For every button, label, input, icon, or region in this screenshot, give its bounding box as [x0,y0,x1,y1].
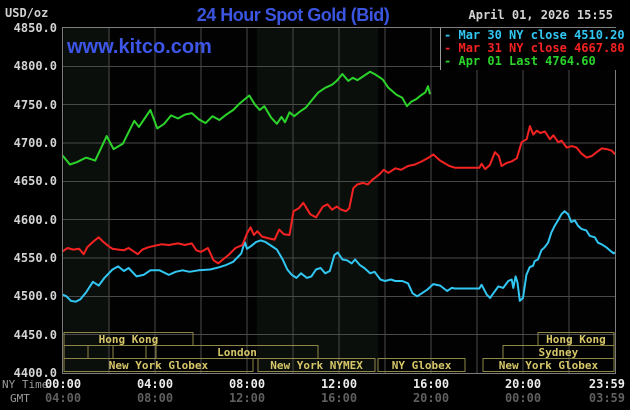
session-label-new-york-globex: New York Globex [109,359,209,372]
legend-item-apr01: - Apr 01 Last 4764.60 [444,55,630,68]
session-box-new-york-globex-2-0 [63,358,254,372]
series-line-mar-31 [62,125,616,265]
session-label-new-york-globex: New York Globex [499,359,599,372]
session-highlight-band-0 [63,28,110,373]
y-tick-4450: 4450.0 [13,327,57,342]
legend-label-mar31: Mar 31 NY close 4667.80 [458,41,625,55]
kitco-watermark-link[interactable]: www.kitco.com [67,36,212,58]
y-tick-4650: 4650.0 [13,174,57,189]
x-tick-gmt-03:59: 03:59 [588,391,625,405]
x-axis-gmt-label: GMT [10,392,30,405]
session-label-sydney: Sydney [539,346,579,359]
series-line-mar-30 [62,210,616,303]
x-tick-gmt-16:00: 16:00 [320,391,358,405]
y-tick-4700: 4700.0 [13,136,57,150]
plot-area: Hong Kong Hong Kong London Sydney New York G… [62,27,616,374]
x-axis-ny-time-label: NY Time [2,378,49,391]
x-tick-ny-00:00: 00:00 [44,377,82,391]
y-tick-4850: 4850.0 [13,21,57,35]
session-box-new-york-globex-2-3 [482,358,615,372]
x-tick-ny-12:00: 12:00 [320,377,358,391]
session-label-london: London [217,346,257,359]
session-label-hong-kong: Hong Kong [546,333,606,346]
chart-title: 24 Hour Spot Gold (Bid) [196,5,390,25]
x-tick-ny-04:00: 04:00 [136,377,174,391]
legend-label-mar30: Mar 30 NY close 4510.20 [458,28,625,42]
x-tick-ny-20:00: 20:00 [504,377,542,391]
x-tick-ny-08:00: 08:00 [228,377,266,391]
legend-marker-apr01-icon: - [444,54,452,68]
session-box-ny-globex-2-2 [377,358,466,372]
y-tick-4400: 4400.0 [13,366,57,380]
y-tick-4600: 4600.0 [13,212,57,227]
x-tick-gmt-12:00: 12:00 [228,391,266,405]
session-label-new-york-nymex: New York NYMEX [270,359,363,372]
session-label-hong-kong: Hong Kong [99,333,159,346]
x-tick-gmt-04:00: 04:00 [44,391,82,405]
y-axis-unit-label: USD/oz [5,6,49,20]
x-tick-gmt-00:00: 00:00 [504,391,542,405]
x-tick-gmt-20:00: 20:00 [412,391,450,405]
chart-datetime: April 01, 2026 15:55 [468,8,614,22]
legend-marker-mar31-icon: - [444,41,452,55]
session-label-ny-globex: NY Globex [392,359,452,372]
legend-box: - Mar 30 NY close 4510.20 - Mar 31 NY cl… [440,28,630,70]
session-box-new-york-nymex-2-1 [257,358,376,372]
legend-item-mar31: - Mar 31 NY close 4667.80 [444,42,630,55]
y-tick-4750: 4750.0 [13,97,57,112]
legend-label-apr01: Apr 01 Last 4764.60 [458,54,596,68]
session-box-unlabeled-1-2 [112,345,147,359]
y-tick-4550: 4550.0 [13,251,57,265]
session-highlight-band-1 [256,28,379,373]
legend-marker-mar30-icon: - [444,28,452,42]
y-tick-4800: 4800.0 [13,59,57,74]
y-tick-4500: 4500.0 [13,289,57,304]
series-line-apr-01 [62,70,431,166]
x-tick-ny-16:00: 16:00 [412,377,450,391]
x-tick-ny-23:59: 23:59 [588,377,625,391]
x-tick-gmt-08:00: 08:00 [136,391,174,405]
legend-item-mar30: - Mar 30 NY close 4510.20 [444,29,630,42]
